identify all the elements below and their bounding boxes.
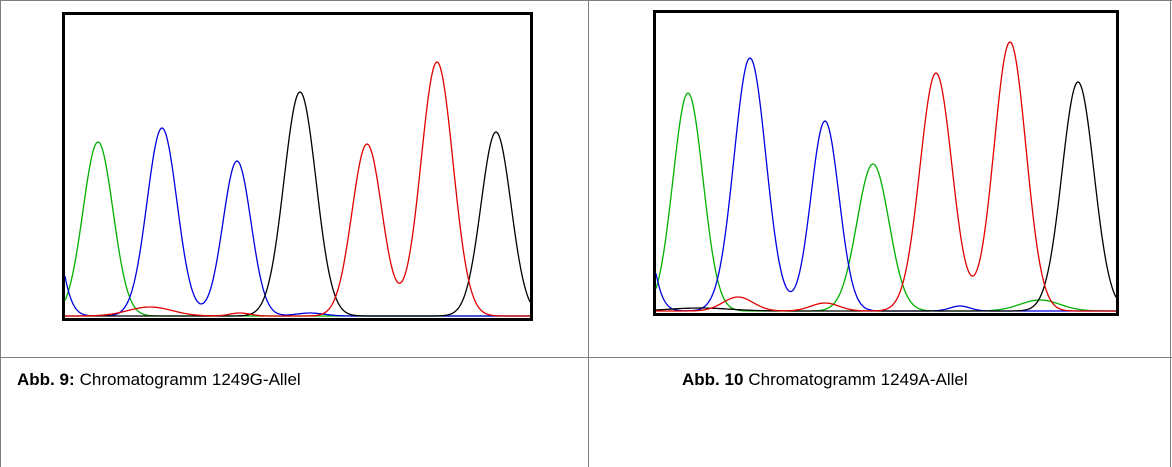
caption-label: Abb. 10 — [682, 370, 743, 389]
chromatogram-frame — [64, 14, 532, 320]
caption-text: Chromatogramm 1249G-Allel — [80, 370, 301, 389]
figure-table — [0, 0, 1172, 467]
caption-label: Abb. 9: — [17, 370, 75, 389]
document-page: Abb. 9: Chromatogramm 1249G-Allel Abb. 10… — [0, 0, 1172, 467]
caption: Abb. 10 Chromatogramm 1249A-Allel — [682, 370, 968, 390]
caption-text: Chromatogramm 1249A-Allel — [748, 370, 967, 389]
caption: Abb. 9: Chromatogramm 1249G-Allel — [17, 370, 301, 390]
